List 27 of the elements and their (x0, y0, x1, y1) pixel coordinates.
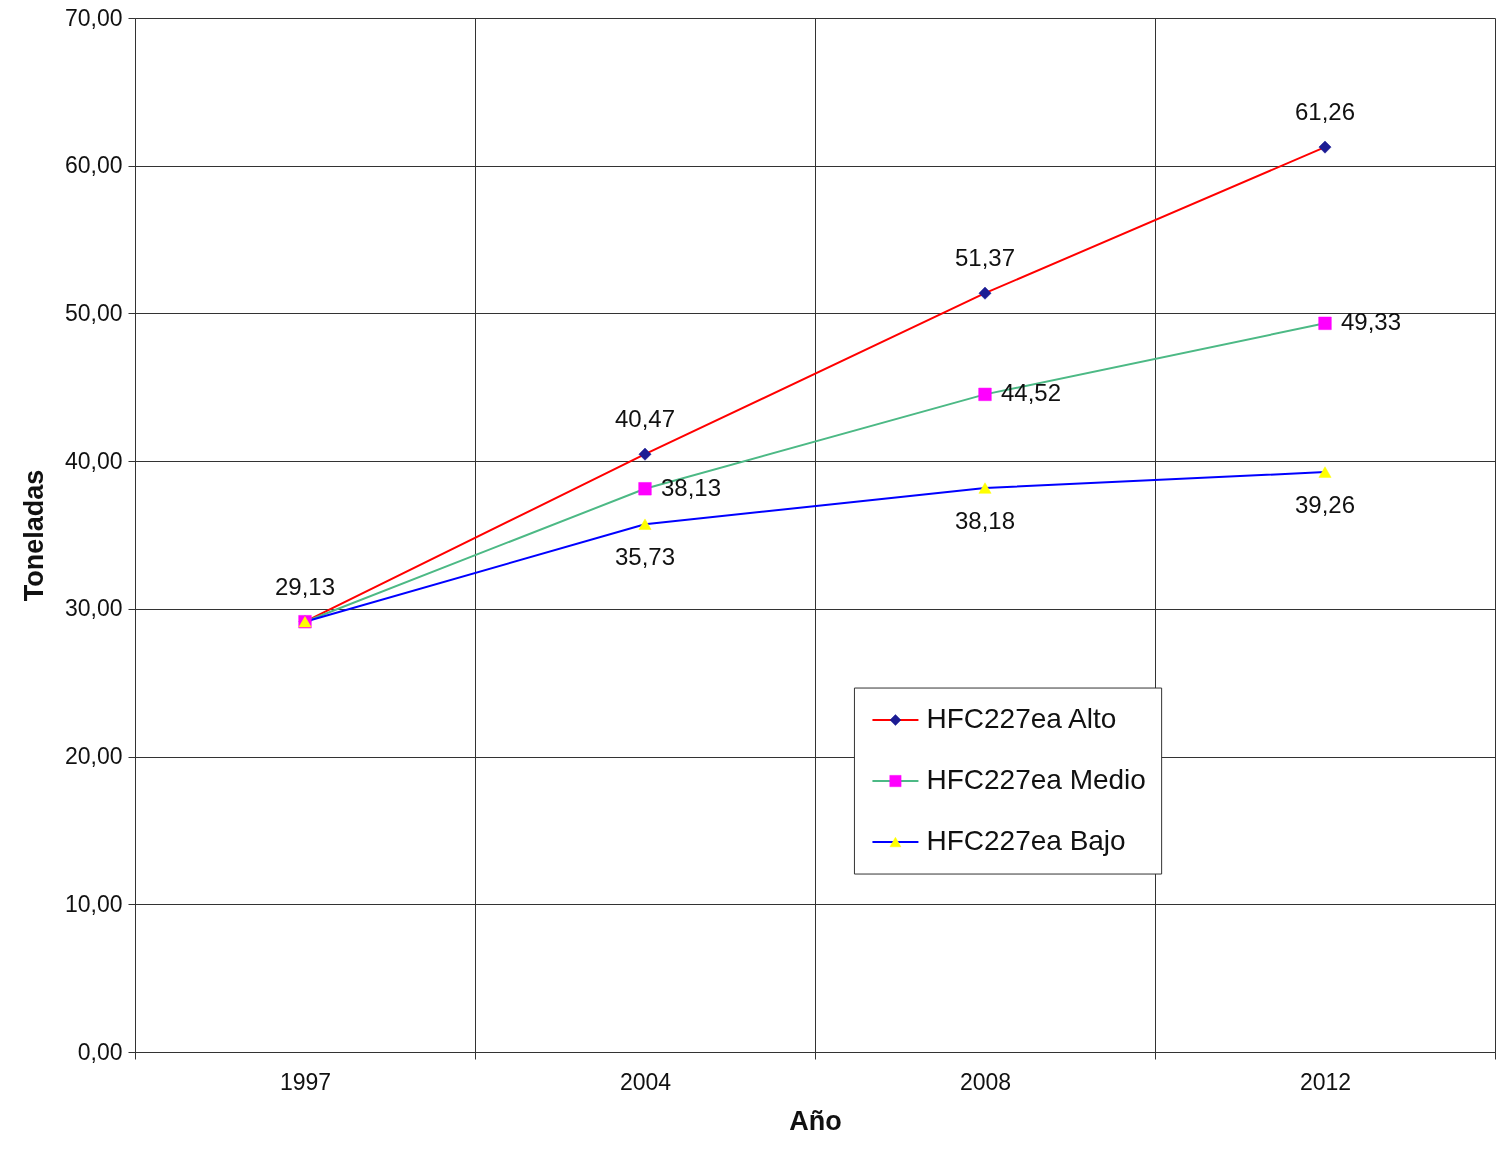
legend-label: HFC227ea Alto (926, 703, 1117, 735)
data-label: 49,33 (1341, 308, 1402, 336)
data-label: 38,18 (954, 507, 1016, 535)
y-tick-label: 60,00 (64, 152, 123, 179)
y-tick-label: 70,00 (64, 4, 123, 31)
data-label: 61,26 (1294, 98, 1356, 126)
y-tick-label: 20,00 (64, 743, 123, 770)
data-label: 51,37 (954, 244, 1016, 272)
data-label: 39,26 (1294, 491, 1356, 519)
x-tick-label: 1997 (279, 1068, 332, 1095)
x-tick-label: 2012 (1299, 1068, 1352, 1095)
y-axis-title: Toneladas (18, 469, 49, 602)
legend-label: HFC227ea Bajo (926, 825, 1126, 857)
data-label: 35,73 (614, 543, 676, 571)
y-tick-label: 50,00 (64, 299, 123, 326)
y-tick-label: 30,00 (64, 595, 123, 622)
data-label: 44,52 (1001, 379, 1062, 407)
data-label: 38,13 (661, 473, 722, 501)
x-tick-label: 2004 (619, 1068, 672, 1095)
y-tick-label: 10,00 (64, 890, 123, 917)
x-tick-label: 2008 (959, 1068, 1012, 1095)
y-tick-label: 0,00 (77, 1038, 123, 1065)
data-label: 40,47 (614, 405, 676, 433)
y-tick-label: 40,00 (64, 447, 123, 474)
data-label: 29,13 (274, 572, 336, 600)
legend-label: HFC227ea Medio (926, 764, 1146, 796)
x-axis-title: Año (789, 1105, 842, 1136)
